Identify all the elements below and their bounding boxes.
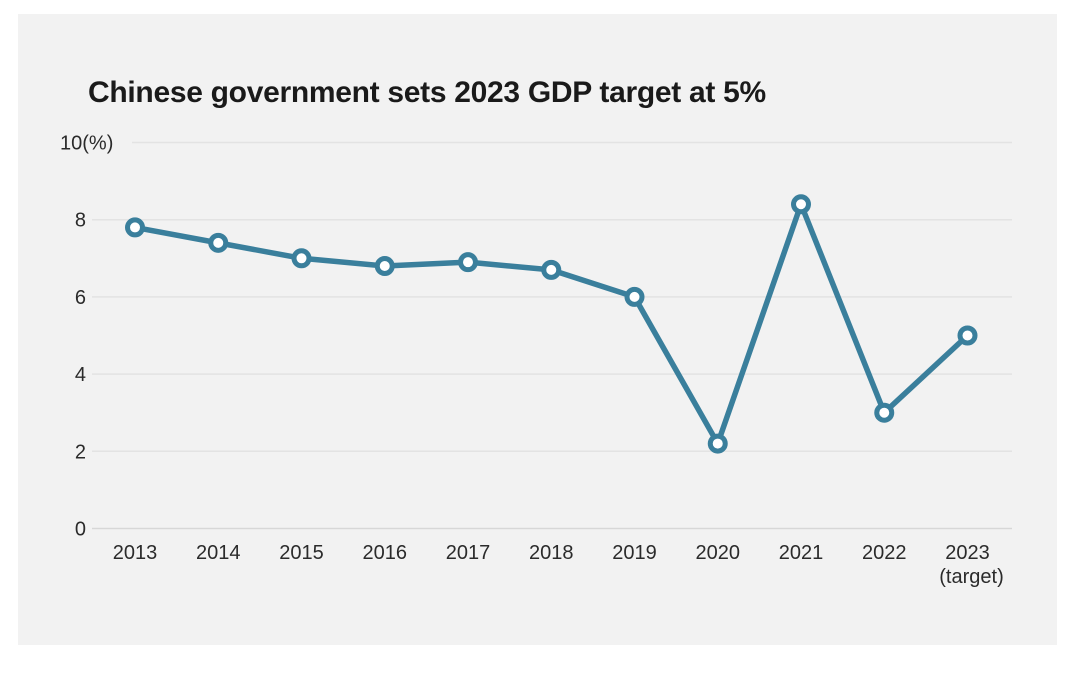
chart-panel: Chinese government sets 2023 GDP target … <box>18 14 1057 645</box>
line-chart: 0 2 4 6 8 10(%) 2013 2014 2015 2016 2017 2018 2019 20… <box>60 133 1012 588</box>
data-point-2013 <box>125 217 145 238</box>
y-axis-tick-label: 0 <box>75 519 86 541</box>
data-point-2016 <box>374 256 395 277</box>
x-axis-tick-label: 2016 <box>363 542 408 564</box>
x-axis-tick-label: 2021 <box>779 542 824 564</box>
data-point-2019 <box>624 286 645 307</box>
data-point-2018 <box>541 259 562 280</box>
x-axis-target-note: (target) <box>939 566 1003 588</box>
x-axis-tick-label: 2019 <box>612 542 657 564</box>
y-axis-tick-label: 10(%) <box>60 133 113 155</box>
x-axis-tick-label: 2013 <box>113 542 158 564</box>
x-axis-tick-label: 2020 <box>696 542 741 564</box>
x-axis-tick-label: 2022 <box>862 542 907 564</box>
y-axis-tick-label: 8 <box>75 210 86 232</box>
x-axis-tick-label: 2017 <box>446 542 491 564</box>
y-axis-tick-label: 2 <box>75 441 86 463</box>
data-point-2023 <box>957 325 978 346</box>
y-axis-tick-label: 6 <box>75 287 86 309</box>
gdp-growth-line <box>132 201 971 447</box>
x-axis-tick-label: 2023 <box>945 542 990 564</box>
x-axis-tick-label: 2014 <box>196 542 241 564</box>
chart-title: Chinese government sets 2023 GDP target … <box>88 76 766 109</box>
data-point-2015 <box>291 248 312 269</box>
data-point-2014 <box>208 232 229 253</box>
data-point-2022 <box>874 402 895 423</box>
y-axis-tick-label: 4 <box>75 364 86 386</box>
x-axis-tick-label: 2018 <box>529 542 574 564</box>
data-point-2020 <box>707 433 728 454</box>
x-axis-tick-label: 2015 <box>279 542 324 564</box>
data-point-2017 <box>458 252 478 273</box>
data-point-2021 <box>791 194 811 215</box>
